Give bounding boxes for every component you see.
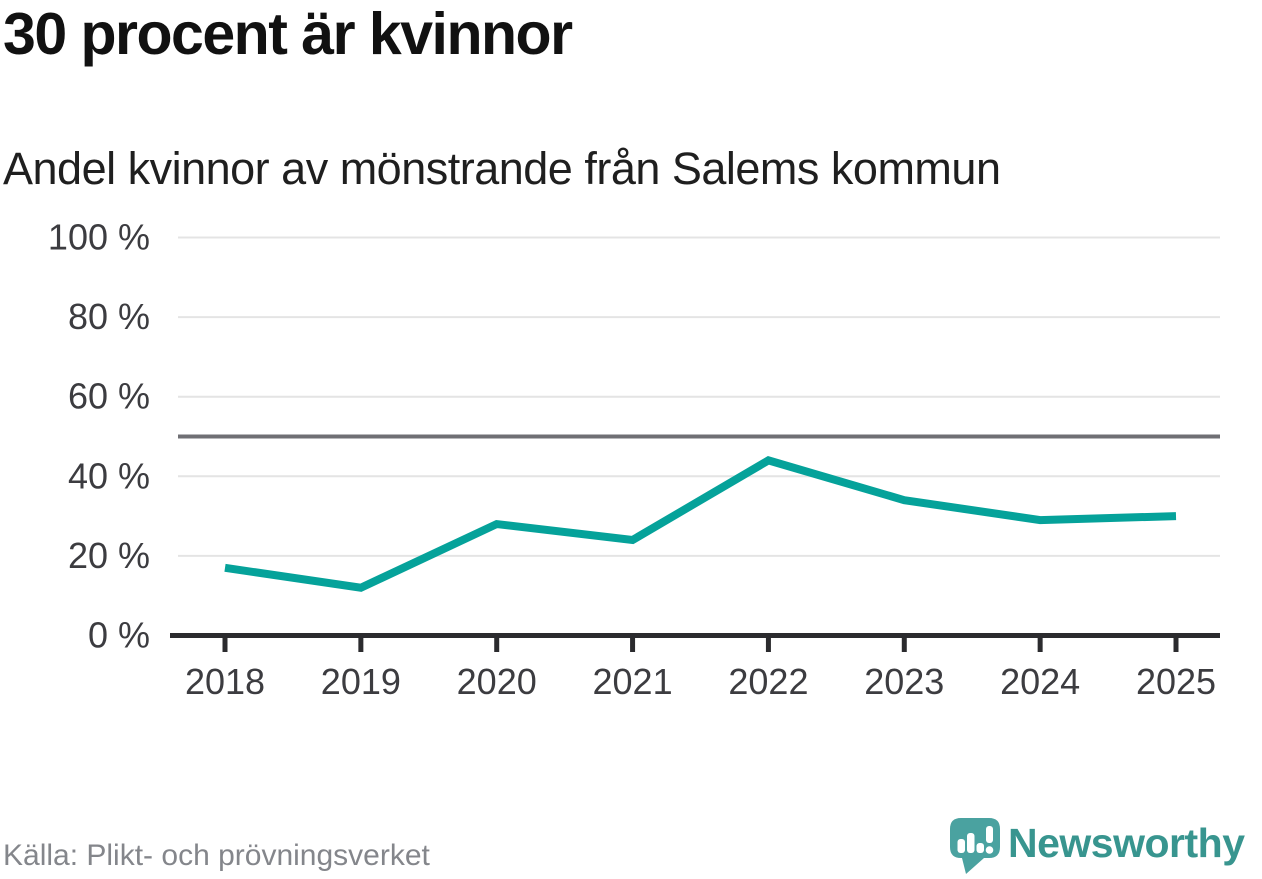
line-chart: 0 % 20 % 40 % 60 % 80 % 100 % 2018 2019 2020 2021… [0, 205, 1262, 710]
brand-name: Newsworthy [1008, 820, 1245, 866]
x-axis-label-2020: 2020 [457, 661, 537, 702]
x-axis-label-2021: 2021 [593, 661, 673, 702]
data-line-series-0 [224, 456, 1177, 592]
y-axis-label-0: 0 % [88, 615, 150, 656]
y-axis-label-80: 80 % [68, 296, 150, 337]
line-chart-canvas: 0 % 20 % 40 % 60 % 80 % 100 % 2018 2019 2020 2021… [48, 217, 1220, 702]
source-caption: Källa: Plikt- och prövningsverket [3, 839, 430, 872]
y-axis-label-20: 20 % [68, 535, 150, 576]
chart-title: 30 procent är kvinnor [3, 1, 573, 67]
x-axis-label-2023: 2023 [864, 661, 944, 702]
y-axis-label-60: 60 % [68, 376, 150, 417]
newsworthy-logo-icon [950, 818, 1000, 874]
chart-subtitle: Andel kvinnor av mönstrande från Salems … [3, 143, 1001, 194]
x-axis-label-2018: 2018 [185, 661, 265, 702]
brand-lockup: Newsworthy [944, 812, 1262, 879]
x-axis-label-2025: 2025 [1136, 661, 1216, 702]
x-axis-label-2024: 2024 [1000, 661, 1080, 702]
y-axis-label-100: 100 % [48, 217, 150, 258]
y-axis-label-40: 40 % [68, 455, 150, 496]
x-axis-label-2022: 2022 [728, 661, 808, 702]
x-axis-label-2019: 2019 [321, 661, 401, 702]
